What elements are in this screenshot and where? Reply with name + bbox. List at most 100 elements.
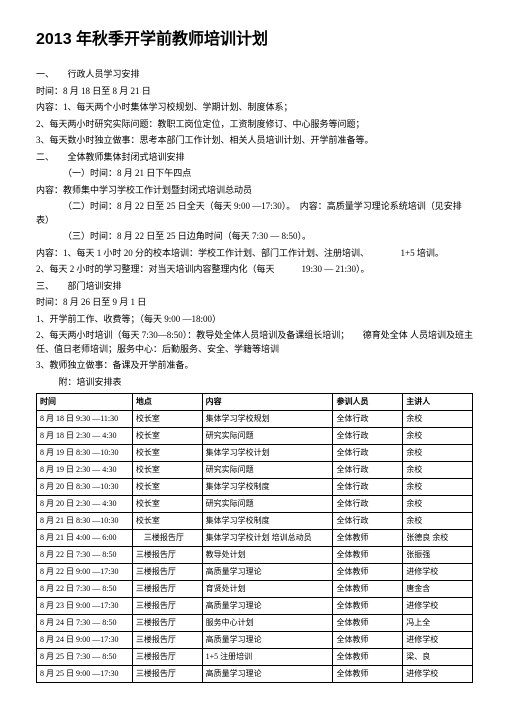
- col-speaker: 主讲人: [403, 394, 473, 411]
- table-cell: 8 月 20 日 8:30 —10:30: [37, 479, 133, 496]
- table-cell: 校长室: [132, 462, 202, 479]
- table-cell: 研究实际问题: [202, 428, 333, 445]
- table-cell: 高质量学习理论: [202, 598, 333, 615]
- table-header-row: 时间 地点 内容 参训人员 主讲人: [37, 394, 473, 411]
- table-cell: 全体教师: [333, 649, 403, 666]
- para: 三、 部门培训安排: [36, 280, 473, 294]
- table-cell: 1+5 注册培训: [202, 649, 333, 666]
- table-cell: 8 月 22 日 7:30 — 8:50: [37, 581, 133, 598]
- table-cell: 集体学习学校制度: [202, 479, 333, 496]
- table-row: 8 月 21 日 4:00 — 6:00 三楼报告厅集体学习学校计划 培训总动员…: [37, 530, 473, 547]
- para: 2、每天 2 小时的学习整理：对当天培训内容整理内化（每天 19:30 — 21…: [36, 263, 473, 277]
- table-cell: 全体教师: [333, 581, 403, 598]
- table-cell: 8 月 23 日 9:00 —17:30: [37, 598, 133, 615]
- table-row: 8 月 20 日 2:30 — 4:30校长室研究实际问题全体行政余校: [37, 496, 473, 513]
- table-row: 8 月 25 日 7:30 — 8:50三楼报告厅1+5 注册培训全体教师梁、良: [37, 649, 473, 666]
- table-cell: 8 月 24 日 7:30 — 8:50: [37, 615, 133, 632]
- table-cell: 三楼报告厅: [132, 547, 202, 564]
- table-cell: 全体教师: [333, 598, 403, 615]
- table-cell: 全体行政: [333, 428, 403, 445]
- table-cell: 8 月 25 日 7:30 — 8:50: [37, 649, 133, 666]
- table-cell: 8 月 21 日 8:30 —10:30: [37, 513, 133, 530]
- table-row: 8 月 22 日 7:30 — 8:50三楼报告厅育贤处计划全体教师唐金含: [37, 581, 473, 598]
- para: 附：培训安排表: [36, 376, 473, 390]
- para: （三）时间：8 月 22 日至 25 日边角时间（每天 7:30 — 8:50）…: [36, 230, 473, 244]
- table-cell: 8 月 22 日 9:00 —17:30: [37, 564, 133, 581]
- table-row: 8 月 18 日 2:30 — 4:30校长室研究实际问题全体行政余校: [37, 428, 473, 445]
- table-cell: 三楼报告厅: [132, 649, 202, 666]
- table-cell: 余校: [403, 496, 473, 513]
- table-cell: 全体教师: [333, 666, 403, 683]
- table-row: 8 月 18 日 9:30 —11:30校长室集体学习学校规划全体行政余校: [37, 411, 473, 428]
- table-cell: 服务中心计划: [202, 615, 333, 632]
- table-cell: 高质量学习理论: [202, 666, 333, 683]
- para: 1、开学前工作、收费等；（每天 9:00 —18:00）: [36, 313, 473, 327]
- table-cell: 8 月 18 日 2:30 — 4:30: [37, 428, 133, 445]
- para: 时间：8 月 26 日至 9 月 1 日: [36, 296, 473, 310]
- para: 内容：教师集中学习学校工作计划暨封闭式培训总动员: [36, 184, 473, 198]
- table-cell: 张振强: [403, 547, 473, 564]
- col-content: 内容: [202, 394, 333, 411]
- table-cell: 校长室: [132, 445, 202, 462]
- table-cell: 校长室: [132, 428, 202, 445]
- table-cell: 冯上全: [403, 615, 473, 632]
- table-cell: 张德良 余校: [403, 530, 473, 547]
- col-place: 地点: [132, 394, 202, 411]
- table-cell: 8 月 24 日 9:00 —17:30: [37, 632, 133, 649]
- table-cell: 全体教师: [333, 547, 403, 564]
- para: 时间：8 月 18 日至 8 月 21 日: [36, 85, 473, 99]
- table-cell: 余校: [403, 445, 473, 462]
- table-cell: 全体行政: [333, 445, 403, 462]
- table-cell: 三楼报告厅: [132, 530, 202, 547]
- table-cell: 三楼报告厅: [132, 564, 202, 581]
- table-cell: 进修学校: [403, 564, 473, 581]
- table-cell: 校长室: [132, 411, 202, 428]
- table-cell: 进修学校: [403, 598, 473, 615]
- para: 2、每天两小时研究实际问题：教职工岗位定位，工资制度修订、中心服务等问题；: [36, 118, 473, 132]
- table-cell: 集体学习学校计划: [202, 445, 333, 462]
- table-cell: 全体教师: [333, 564, 403, 581]
- table-cell: 全体行政: [333, 462, 403, 479]
- table-row: 8 月 24 日 9:00 —17:30三楼报告厅高质量学习理论全体教师进修学校: [37, 632, 473, 649]
- table-cell: 全体行政: [333, 411, 403, 428]
- table-cell: 进修学校: [403, 632, 473, 649]
- table-cell: 校长室: [132, 479, 202, 496]
- table-row: 8 月 21 日 8:30 —10:30校长室集体学习学校制度全体行政余校: [37, 513, 473, 530]
- body-text: 一、 行政人员学习安排 时间：8 月 18 日至 8 月 21 日 内容：1、每…: [36, 68, 473, 389]
- table-cell: 余校: [403, 411, 473, 428]
- schedule-table: 时间 地点 内容 参训人员 主讲人 8 月 18 日 9:30 —11:30校长…: [36, 393, 473, 683]
- table-cell: 全体行政: [333, 496, 403, 513]
- table-cell: 8 月 20 日 2:30 — 4:30: [37, 496, 133, 513]
- table-row: 8 月 19 日 2:30 — 4:30校长室研究实际问题全体行政余校: [37, 462, 473, 479]
- table-cell: 全体教师: [333, 530, 403, 547]
- table-cell: 校长室: [132, 513, 202, 530]
- page-title: 2013 年秋季开学前教师培训计划: [36, 28, 473, 52]
- para: 一、 行政人员学习安排: [36, 68, 473, 82]
- table-cell: 8 月 25 日 9:00 —17:30: [37, 666, 133, 683]
- table-cell: 集体学习学校计划 培训总动员: [202, 530, 333, 547]
- table-cell: 三楼报告厅: [132, 581, 202, 598]
- table-row: 8 月 25 日 9:00 —17:30三楼报告厅高质量学习理论全体教师进修学校: [37, 666, 473, 683]
- table-cell: 余校: [403, 479, 473, 496]
- para: 内容：1、每天两个小时集体学习校规划、学期计划、制度体系；: [36, 101, 473, 115]
- table-cell: 校长室: [132, 496, 202, 513]
- para: 2、每天两小时培训（每天 7:30—8:50）：教导处全体人员培训及备课组长培训…: [36, 329, 473, 356]
- para: 内容：1、每天 1 小时 20 分的校本培训：学校工作计划、部门工作计划、注册培…: [36, 247, 473, 261]
- table-body: 8 月 18 日 9:30 —11:30校长室集体学习学校规划全体行政余校8 月…: [37, 411, 473, 683]
- table-cell: 全体行政: [333, 479, 403, 496]
- table-row: 8 月 23 日 9:00 —17:30三楼报告厅高质量学习理论全体教师进修学校: [37, 598, 473, 615]
- table-cell: 8 月 18 日 9:30 —11:30: [37, 411, 133, 428]
- table-cell: 余校: [403, 462, 473, 479]
- table-cell: 余校: [403, 513, 473, 530]
- table-cell: 育贤处计划: [202, 581, 333, 598]
- table-cell: 三楼报告厅: [132, 615, 202, 632]
- table-cell: 集体学习学校制度: [202, 513, 333, 530]
- table-cell: 三楼报告厅: [132, 632, 202, 649]
- para: 3、每天数小时独立做事：思考本部门工作计划、相关人员培训计划、开学前准备等。: [36, 134, 473, 148]
- table-row: 8 月 22 日 7:30 — 8:50三楼报告厅教导处计划全体教师张振强: [37, 547, 473, 564]
- table-cell: 8 月 19 日 2:30 — 4:30: [37, 462, 133, 479]
- table-cell: 进修学校: [403, 666, 473, 683]
- table-cell: 三楼报告厅: [132, 666, 202, 683]
- table-cell: 三楼报告厅: [132, 598, 202, 615]
- table-cell: 研究实际问题: [202, 496, 333, 513]
